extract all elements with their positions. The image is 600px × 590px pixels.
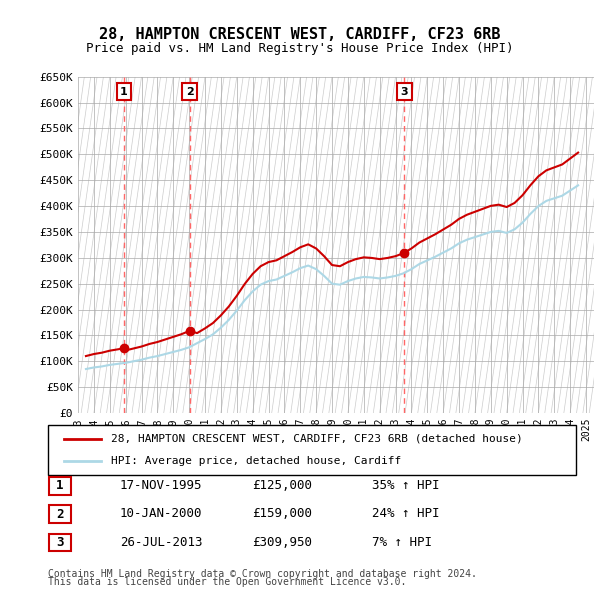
Text: 1: 1 xyxy=(56,479,64,493)
Text: 3: 3 xyxy=(401,87,408,97)
Text: £125,000: £125,000 xyxy=(252,479,312,492)
Text: 10-JAN-2000: 10-JAN-2000 xyxy=(120,507,203,520)
Text: 28, HAMPTON CRESCENT WEST, CARDIFF, CF23 6RB: 28, HAMPTON CRESCENT WEST, CARDIFF, CF23… xyxy=(99,27,501,41)
Text: This data is licensed under the Open Government Licence v3.0.: This data is licensed under the Open Gov… xyxy=(48,577,406,587)
Text: Price paid vs. HM Land Registry's House Price Index (HPI): Price paid vs. HM Land Registry's House … xyxy=(86,42,514,55)
Text: 17-NOV-1995: 17-NOV-1995 xyxy=(120,479,203,492)
FancyBboxPatch shape xyxy=(49,477,71,494)
FancyBboxPatch shape xyxy=(48,425,576,475)
Text: 1: 1 xyxy=(120,87,128,97)
Text: 2: 2 xyxy=(56,507,64,521)
Text: 2: 2 xyxy=(186,87,193,97)
FancyBboxPatch shape xyxy=(49,506,71,523)
Text: 35% ↑ HPI: 35% ↑ HPI xyxy=(372,479,439,492)
Text: 3: 3 xyxy=(56,536,64,549)
Text: £309,950: £309,950 xyxy=(252,536,312,549)
Text: Contains HM Land Registry data © Crown copyright and database right 2024.: Contains HM Land Registry data © Crown c… xyxy=(48,569,477,579)
FancyBboxPatch shape xyxy=(49,534,71,551)
Text: 7% ↑ HPI: 7% ↑ HPI xyxy=(372,536,432,549)
Text: 24% ↑ HPI: 24% ↑ HPI xyxy=(372,507,439,520)
Text: £159,000: £159,000 xyxy=(252,507,312,520)
Text: 26-JUL-2013: 26-JUL-2013 xyxy=(120,536,203,549)
Text: HPI: Average price, detached house, Cardiff: HPI: Average price, detached house, Card… xyxy=(112,456,401,466)
Text: 28, HAMPTON CRESCENT WEST, CARDIFF, CF23 6RB (detached house): 28, HAMPTON CRESCENT WEST, CARDIFF, CF23… xyxy=(112,434,523,444)
